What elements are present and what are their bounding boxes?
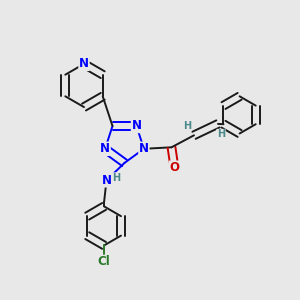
Text: N: N xyxy=(101,174,112,187)
Text: N: N xyxy=(79,57,89,70)
Text: H: H xyxy=(112,173,120,183)
Text: O: O xyxy=(169,161,179,174)
Text: Cl: Cl xyxy=(98,255,110,268)
Text: N: N xyxy=(131,119,142,133)
Text: H: H xyxy=(217,129,225,140)
Text: N: N xyxy=(100,142,110,155)
Text: N: N xyxy=(139,142,149,155)
Text: H: H xyxy=(183,121,191,131)
